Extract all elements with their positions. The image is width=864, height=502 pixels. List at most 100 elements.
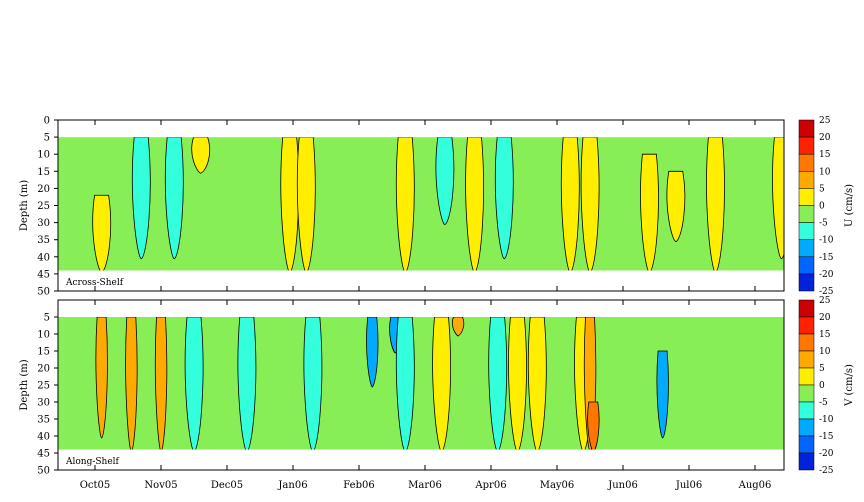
contour-feature <box>164 137 184 260</box>
along-shelf-panel: 5 10 15 20 25 30 35 40 45 50 Oct05 Nov05 Dec05 Jan06 F… <box>19 299 785 491</box>
contour-feature <box>640 153 659 271</box>
y-tick-label: 35 <box>37 415 50 426</box>
colorbar-tick-label: -5 <box>819 398 828 408</box>
colorbar-tick-label: 5 <box>819 364 825 374</box>
x-tick-label: Jun06 <box>607 480 638 491</box>
colorbar-tick-label: -25 <box>819 287 834 297</box>
contour-feature <box>395 137 415 271</box>
colorbar-swatch <box>798 316 815 335</box>
contour-feature <box>465 137 484 271</box>
y-tick-label: 50 <box>37 466 50 477</box>
colorbar-swatch <box>798 333 815 352</box>
y-tick-label: 15 <box>37 167 50 178</box>
y-tick-label: 15 <box>37 347 50 358</box>
contour-feature <box>154 317 168 450</box>
x-tick-label: Dec05 <box>211 480 243 491</box>
contour-feature <box>451 317 465 337</box>
colorbar-swatch <box>798 452 815 471</box>
colorbar-swatch <box>798 367 815 386</box>
panel-label: Across-Shelf <box>65 278 124 288</box>
no-data-mask <box>58 449 784 470</box>
y-tick-label: 35 <box>37 235 50 246</box>
colorbar-swatch <box>798 136 815 155</box>
colorbar-swatch <box>798 435 815 454</box>
colorbar-tick-label: -25 <box>819 466 834 476</box>
contour-feature <box>580 137 600 271</box>
y-tick-label: 40 <box>37 252 50 263</box>
colorbar-label: V (cm/s) <box>844 364 855 407</box>
no-data-mask <box>58 120 784 138</box>
colorbar-tick-label: 5 <box>819 184 825 194</box>
x-tick-label: Nov05 <box>144 480 177 491</box>
x-tick-label: Feb06 <box>343 480 374 491</box>
colorbar-swatch <box>798 153 815 172</box>
colorbar-swatch <box>798 239 815 258</box>
x-tick-label: Aug06 <box>738 480 772 491</box>
x-tick-label: Mar06 <box>408 480 442 491</box>
colorbar-swatch <box>798 273 815 292</box>
no-data-mask <box>58 300 784 317</box>
contour-feature <box>237 317 257 450</box>
colorbar-tick-label: -15 <box>819 253 834 263</box>
contour-feature <box>772 137 784 260</box>
y-tick-label: 45 <box>37 449 50 460</box>
colorbar-swatch <box>798 222 815 240</box>
y-axis-label: Depth (m) <box>19 180 30 231</box>
contour-feature <box>508 317 527 450</box>
contour-feature <box>488 317 508 450</box>
across-shelf-colorbar: 25 20 15 10 5 0 -5 -10 -15 -20 -25 U (cm/s) <box>798 116 855 297</box>
contour-feature <box>395 317 415 450</box>
contour-field <box>58 317 784 450</box>
panel-label: Along-Shelf <box>65 457 120 467</box>
colorbar-tick-label: 25 <box>819 116 831 126</box>
colorbar-swatch <box>798 418 815 437</box>
contour-feature <box>184 317 204 450</box>
colorbar-swatch <box>798 119 815 138</box>
colorbar-swatch <box>798 384 815 403</box>
along-shelf-colorbar: 25 20 15 10 5 0 -5 -10 -15 -20 -25 V (cm/s) <box>798 296 855 476</box>
colorbar-tick-label: -5 <box>819 219 828 229</box>
y-tick-label: 20 <box>37 364 50 375</box>
y-tick-label: 40 <box>37 432 50 443</box>
colorbar-tick-label: 10 <box>819 347 831 357</box>
contour-feature <box>560 137 580 271</box>
colorbar-tick-label: -10 <box>819 236 834 246</box>
colorbar-tick-label: 0 <box>819 202 825 212</box>
colorbar-tick-label: 20 <box>819 313 831 323</box>
colorbar-tick-label: -20 <box>819 270 834 280</box>
no-data-mask <box>58 270 784 291</box>
contour-feature <box>95 317 108 439</box>
contour-feature <box>131 137 151 260</box>
colorbar-tick-label: -15 <box>819 432 834 442</box>
colorbar-swatch <box>798 256 815 275</box>
colorbar-tick-label: 25 <box>819 296 831 306</box>
y-tick-label: 30 <box>37 398 50 409</box>
contour-feature <box>432 317 451 450</box>
colorbar-tick-label: 10 <box>819 167 831 177</box>
colorbar-tick-label: 20 <box>819 133 831 143</box>
colorbar-swatch <box>798 299 815 318</box>
contour-feature <box>587 401 600 450</box>
contour-feature <box>527 317 547 450</box>
x-tick-label: Oct05 <box>80 480 111 491</box>
contour-feature <box>191 137 211 174</box>
contour-feature <box>296 137 316 271</box>
colorbar-tick-label: 15 <box>819 330 831 340</box>
y-tick-label: 25 <box>37 201 50 212</box>
y-tick-label: 5 <box>44 313 50 324</box>
colorbar-tick-label: -20 <box>819 449 834 459</box>
contour-field <box>58 137 784 271</box>
colorbar-tick-label: 15 <box>819 150 831 160</box>
colorbar-swatch <box>798 171 815 189</box>
contour-feature <box>366 317 379 388</box>
colorbar-label: U (cm/s) <box>844 184 855 227</box>
colorbar-swatch <box>798 188 815 206</box>
y-tick-label: 10 <box>37 150 50 161</box>
y-axis-label: Depth (m) <box>19 359 30 410</box>
y-tick-label: 20 <box>37 184 50 195</box>
y-tick-label: 25 <box>37 381 50 392</box>
colorbar-swatch <box>798 205 815 223</box>
y-tick-label: 30 <box>37 218 50 229</box>
contour-feature <box>494 137 514 260</box>
